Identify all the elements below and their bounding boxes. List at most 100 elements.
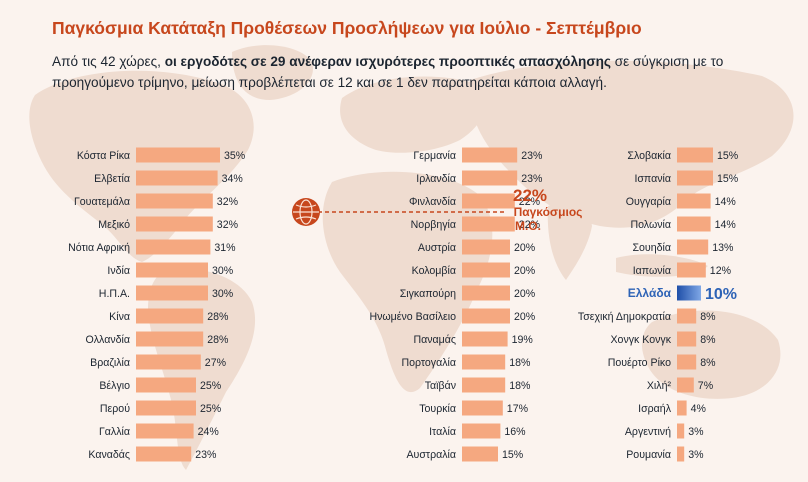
value-label: 7% — [698, 380, 714, 392]
category-label: Αυστραλία — [406, 449, 456, 461]
bar — [462, 262, 510, 278]
category-label: Φινλανδία — [409, 196, 456, 208]
bar-row: Ιαπωνία 12% — [633, 262, 732, 278]
category-label: Νορβηγία — [411, 219, 456, 231]
bar — [677, 147, 713, 163]
category-label: Νότια Αφρική — [68, 242, 130, 254]
bar-row: Ελβετία 34% — [94, 170, 244, 186]
bar-row: Ολλανδία 28% — [86, 331, 229, 347]
bar — [462, 216, 515, 232]
category-label: Αργεντινή — [625, 426, 671, 438]
value-label: 16% — [504, 426, 526, 438]
category-label: Ιρλανδία — [416, 173, 456, 185]
category-label: Τσεχική Δημοκρατία — [578, 311, 671, 323]
value-label: 28% — [207, 311, 229, 323]
bar-row: Ουγγαρία 14% — [626, 193, 736, 209]
category-label: Περού — [100, 403, 130, 415]
bar-row: Νότια Αφρική 31% — [68, 239, 236, 255]
value-label: 12% — [710, 265, 732, 277]
bar — [462, 308, 510, 324]
average-value: 22% — [513, 186, 547, 205]
map-africa — [322, 171, 493, 393]
bar — [677, 239, 709, 255]
value-label: 28% — [207, 334, 229, 346]
map-india — [547, 204, 592, 280]
category-label: Γαλλία — [99, 426, 130, 438]
bar — [136, 308, 204, 324]
bar-row: Ισπανία 15% — [634, 170, 739, 186]
value-label: 32% — [217, 196, 239, 208]
bar — [462, 446, 498, 462]
value-label: 18% — [509, 380, 531, 392]
value-label: 23% — [521, 150, 543, 162]
bar — [677, 423, 685, 439]
bar-row: Μεξικό 32% — [98, 216, 239, 232]
bar — [136, 400, 196, 416]
category-label: Ιαπωνία — [633, 265, 671, 277]
bar — [136, 354, 201, 370]
category-label: Ελλάδα — [628, 286, 672, 300]
value-label: 32% — [217, 219, 239, 231]
category-label: Ελβετία — [94, 173, 130, 185]
category-label: Καναδάς — [88, 449, 130, 461]
value-label: 22% — [519, 196, 541, 208]
category-label: Χιλή² — [647, 380, 672, 392]
bar-row: Σιγκαπούρη 20% — [400, 285, 536, 301]
map-europe — [340, 76, 486, 153]
value-label: 15% — [502, 449, 524, 461]
category-label: Ρουμανία — [626, 449, 671, 461]
value-label: 27% — [205, 357, 227, 369]
category-label: Γερμανία — [413, 150, 456, 162]
bar-row: Πορτογαλία 18% — [401, 354, 531, 370]
value-label: 23% — [521, 173, 543, 185]
category-label: Κίνα — [109, 311, 130, 323]
value-label: 8% — [700, 357, 716, 369]
bar — [677, 446, 685, 462]
bar-row: Χιλή² 7% — [647, 377, 714, 393]
category-label: Ισραήλ — [638, 403, 672, 415]
value-label: 23% — [195, 449, 217, 461]
value-label: 34% — [222, 173, 244, 185]
subtitle-bold-text: οι εργοδότες σε 29 ανέφεραν ισχυρότερες … — [164, 54, 612, 69]
bar — [677, 170, 713, 186]
bar — [136, 331, 204, 347]
category-label: Σλοβακία — [627, 150, 671, 162]
category-label: Πορτογαλία — [401, 357, 456, 369]
bar — [136, 147, 220, 163]
value-label: 13% — [712, 242, 734, 254]
bar — [677, 354, 697, 370]
category-label: Αυστρία — [418, 242, 456, 254]
bar — [136, 262, 208, 278]
value-label: 8% — [700, 334, 716, 346]
bar — [677, 377, 694, 393]
bar — [136, 170, 218, 186]
bar-row: Αργεντινή 3% — [625, 423, 704, 439]
category-label: Χονγκ Κονγκ — [610, 334, 671, 346]
bar-row: Ελλάδα 10% — [628, 285, 737, 303]
category-label: Κολομβία — [412, 265, 456, 277]
bar — [677, 308, 697, 324]
map-greenland — [232, 45, 313, 100]
globe-icon — [292, 198, 320, 226]
bar — [136, 446, 192, 462]
value-label: 20% — [514, 265, 536, 277]
bar — [462, 193, 515, 209]
value-label: 30% — [212, 265, 234, 277]
value-label: 4% — [691, 403, 707, 415]
bar-row: Φινλανδία 22% — [409, 193, 541, 209]
bar — [136, 423, 194, 439]
bar-row: Τσεχική Δημοκρατία 8% — [578, 308, 716, 324]
category-label: Ινδία — [107, 265, 130, 277]
bar-row: Η.Π.Α. 30% — [99, 285, 234, 301]
bar-row: Παναμάς 19% — [413, 331, 533, 347]
category-label: Τουρκία — [419, 403, 456, 415]
value-label: 25% — [200, 403, 222, 415]
bar — [462, 147, 518, 163]
category-label: Ισπανία — [634, 173, 671, 185]
bar — [677, 193, 711, 209]
bar-row: Πουέρτο Ρίκο 8% — [608, 354, 716, 370]
category-label: Ολλανδία — [86, 334, 130, 346]
bar — [677, 216, 711, 232]
bar-row: Ταϊβάν 18% — [425, 377, 531, 393]
